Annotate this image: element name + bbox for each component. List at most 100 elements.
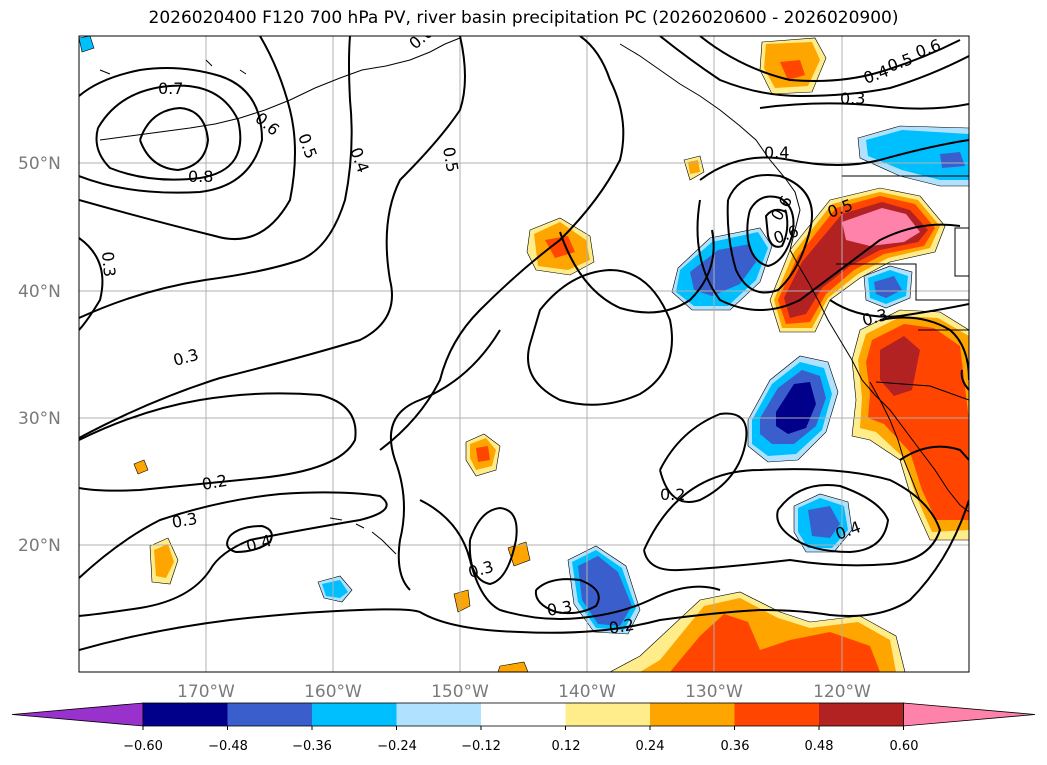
lat-labels: 50°N 40°N 30°N 20°N [18,154,61,556]
contour-line [899,445,969,461]
contour-line [759,102,969,110]
contour-label: 0.3 [171,345,201,370]
contour-line [559,229,715,314]
contour-line [79,36,353,319]
contour-label: 0.6 [405,22,437,53]
colorbar-tick-label: −0.60 [123,739,163,754]
colorbar-segment [650,703,735,726]
lon-label: 140°W [558,682,616,702]
lat-label: 50°N [18,154,61,174]
coastline [99,59,247,75]
colorbar-segment [312,703,397,726]
colorbar-frame [142,702,904,727]
contour-label: 0.3 [840,89,865,108]
contour-line [746,195,795,268]
precip-blob [690,244,756,296]
contour-line [879,316,969,391]
precip-blob [79,36,95,53]
contour-label: 0.5 [439,145,462,173]
coastlines [99,37,969,555]
colorbar-tick-label: 0.36 [721,739,750,754]
precip-blob [880,336,920,396]
contour-line [696,199,961,311]
colorbar-segment [481,703,566,726]
coastline [99,37,461,141]
precip-blob [842,208,920,246]
colorbar-tick-label: −0.36 [292,739,332,754]
lat-label: 20°N [18,536,61,556]
contour-line [643,468,942,572]
contour-label: 0.3 [170,509,198,532]
contour-label: 0.6 [913,35,943,62]
contour-line [776,484,890,554]
lon-label: 120°W [813,682,871,702]
precip-blob [670,614,880,672]
contour-line [699,139,969,181]
precip-blob [780,60,805,80]
lat-label: 40°N [18,282,61,302]
contour-line [659,36,969,98]
precip-blob [874,276,902,298]
colorbar-segment [565,703,651,726]
contour-label: 0.5 [885,49,915,76]
precip-blob [507,541,531,567]
precip-blob [808,506,840,538]
contour-line [726,174,813,294]
contour-line [79,392,357,492]
colorbar-tick-label: −0.12 [461,739,501,754]
contour-label: 0.8 [188,167,213,186]
contour-label: 0.7 [158,79,183,98]
contour-line [389,329,501,591]
contour-label: 0.3 [545,597,573,620]
colorbar-segment [396,703,482,726]
precip-blob [940,152,965,168]
border [954,227,969,277]
colorbar-segment [734,703,820,726]
precip-blob [322,580,348,598]
contour-line [829,299,969,318]
lon-label: 160°W [304,682,362,702]
contour-line [764,208,789,248]
contour-line [79,36,466,439]
precip-blob [688,160,700,174]
colorbar-tick-label: 0.60 [890,739,919,754]
figure-title: 2026020400 F120 700 hPa PV, river basin … [148,8,899,28]
contour-line [659,412,748,503]
gridlines [79,36,969,672]
precip-blob [154,544,174,578]
coastline [869,381,921,501]
precip-blob [133,459,149,475]
precip-blob [476,446,490,462]
contour-line [534,578,600,615]
border [875,381,969,401]
contour-label: 0.2 [200,471,228,494]
precip-shading [79,36,969,672]
coastline [619,43,969,513]
border [836,263,969,301]
contour-label: 0.5 [294,131,321,161]
lat-label: 30°N [18,409,61,429]
contour-line [419,499,721,620]
contour-line [79,491,388,617]
colorbar-tick-label: −0.48 [208,739,248,754]
contour-line [95,84,242,181]
lon-label: 150°W [431,682,489,702]
contour-line [468,506,518,586]
colorbar-segment [227,703,313,726]
colorbar-segment [143,703,228,726]
contour-line [226,524,273,554]
contour-line [79,499,969,651]
colorbar-tick-label: −0.24 [377,739,417,754]
map-plot-area: 0.7 0.6 0.5 0.4 0.5 0.6 0.8 0.3 0.3 0.2 … [79,22,969,672]
colorbar-tick-labels: −0.60 −0.48 −0.36 −0.24 −0.12 0.12 0.24 … [123,739,918,754]
precip-blob [453,589,471,613]
lon-label: 170°W [177,682,235,702]
colorbar [11,702,1036,730]
coastline [329,517,397,555]
lon-label: 130°W [685,682,743,702]
precip-blob [497,661,529,672]
pv-contours [79,36,969,651]
colorbar-extend-min [11,702,144,727]
colorbar-extend-max [903,702,1036,727]
